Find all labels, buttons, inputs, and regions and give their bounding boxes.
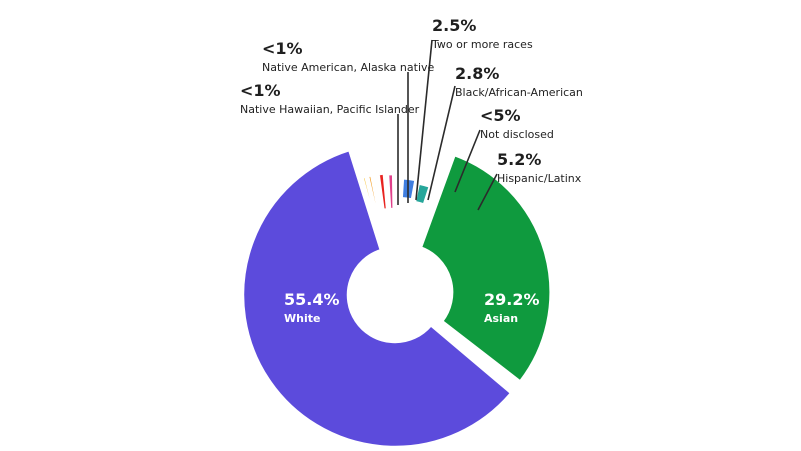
slice-white [241,148,513,449]
slice-native-hawaiian-pacific-islander [360,175,376,213]
value-label-native-american-alaska-native: <1% [262,39,303,58]
inside-labels: 55.4% White 29.2% Asian [284,290,540,325]
slice-two-or-more-races [377,172,389,212]
category-label-two-or-more-races: Two or more races [431,38,533,51]
value-label-hispanic-latinx: 5.2% [497,150,541,169]
leader-line-hispanic-latinx [477,173,498,211]
category-label-native-hawaiian-pacific-islander: Native Hawaiian, Pacific Islander [240,103,420,116]
category-label-white: White [284,312,320,325]
slice-hispanic-latinx [413,182,432,207]
category-label-asian: Asian [484,312,518,325]
category-label-not-disclosed: Not disclosed [480,128,554,141]
donut-slices [241,148,552,449]
leader-line-black-african-american [427,85,456,201]
value-label-two-or-more-races: 2.5% [432,16,476,35]
value-label-native-hawaiian-pacific-islander: <1% [240,81,281,100]
slice-black-african-american [386,172,395,211]
value-label-white: 55.4% [284,290,340,309]
callout-labels: 5.2% Hispanic/Latinx <5% Not disclosed 2.8% B… [240,16,583,211]
value-label-black-african-american: 2.8% [455,64,499,83]
category-label-black-african-american: Black/African-American [455,86,583,99]
value-label-asian: 29.2% [484,290,540,309]
leader-line-two-or-more-races [415,39,433,201]
leader-line-not-disclosed [454,129,481,193]
category-label-native-american-alaska-native: Native American, Alaska native [262,61,435,74]
value-label-not-disclosed: <5% [480,106,521,125]
slice-native-american-alaska-native [366,173,380,212]
category-label-hispanic-latinx: Hispanic/Latinx [497,172,582,185]
slice-asian [419,153,552,384]
